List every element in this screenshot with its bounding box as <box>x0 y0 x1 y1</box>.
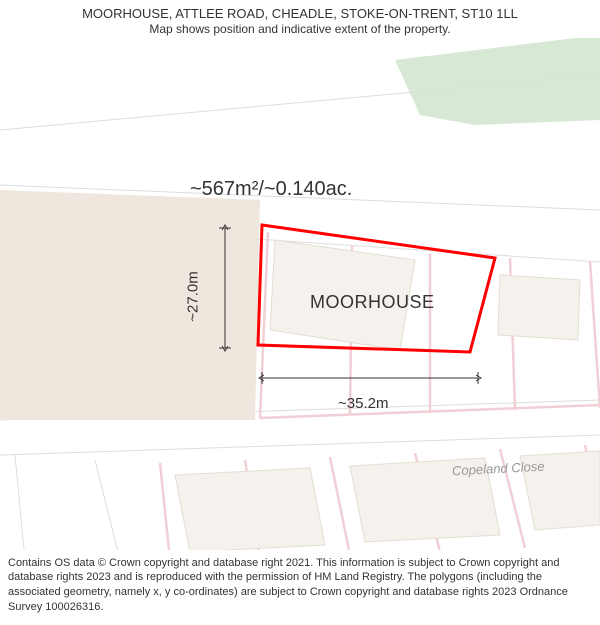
property-label: MOORHOUSE <box>310 292 435 313</box>
page-title: MOORHOUSE, ATTLEE ROAD, CHEADLE, STOKE-O… <box>10 6 590 21</box>
header: MOORHOUSE, ATTLEE ROAD, CHEADLE, STOKE-O… <box>0 0 600 38</box>
map-svg <box>0 0 600 625</box>
dim-horizontal-label: ~35.2m <box>338 395 388 412</box>
area-label: ~567m²/~0.140ac. <box>190 178 352 201</box>
beige-block <box>0 190 260 420</box>
dim-vertical-label: ~27.0m <box>185 271 202 321</box>
footer-copyright: Contains OS data © Crown copyright and d… <box>0 550 600 625</box>
page-subtitle: Map shows position and indicative extent… <box>10 22 590 36</box>
green-space <box>395 35 600 125</box>
